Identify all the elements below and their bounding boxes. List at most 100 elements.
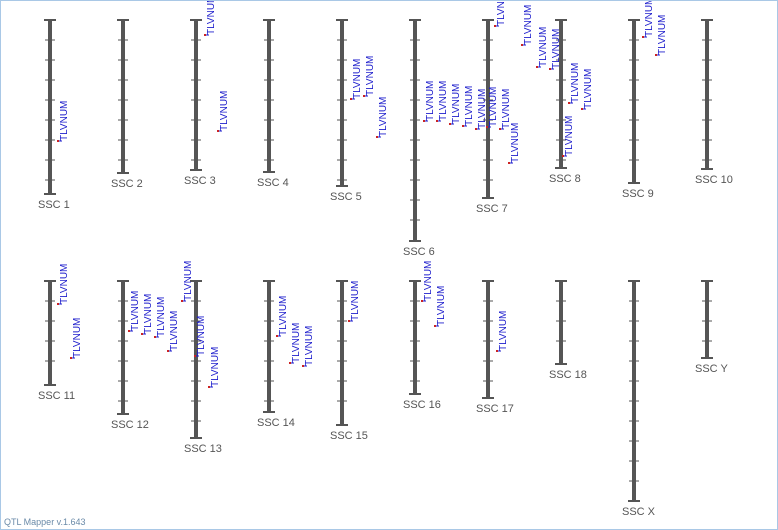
qtl-position-dot xyxy=(421,300,423,302)
chromosome-bar xyxy=(340,281,344,425)
qtl-marker[interactable]: TLVNUM xyxy=(350,59,363,100)
qtl-position-dot xyxy=(141,333,143,335)
chromosome-bar xyxy=(340,20,344,186)
chromosome-label: SSC Y xyxy=(695,363,728,375)
qtl-position-dot xyxy=(449,123,451,125)
qtl-marker[interactable]: TLVNUM xyxy=(642,1,655,38)
qtl-marker[interactable]: TLVNUM xyxy=(141,294,154,335)
qtl-marker[interactable]: TLVNUM xyxy=(581,69,594,110)
chromosome-label: SSC 16 xyxy=(403,399,441,411)
qtl-marker[interactable]: TLVNUM xyxy=(486,87,499,128)
qtl-marker[interactable]: TLVNUM xyxy=(436,81,449,122)
qtl-marker[interactable]: TLVNUM xyxy=(289,323,302,364)
qtl-label: TLVNUM xyxy=(644,1,655,37)
chromosome-label: SSC 6 xyxy=(403,246,435,258)
qtl-label: TLVNUM xyxy=(72,318,83,358)
qtl-marker[interactable]: TLVNUM xyxy=(276,296,289,337)
qtl-marker[interactable]: TLVNUM xyxy=(508,123,521,164)
qtl-position-dot xyxy=(70,357,72,359)
qtl-marker[interactable]: TLVNUM xyxy=(154,297,167,338)
chromosome-bottom-cap xyxy=(482,197,494,199)
chromosome-bottom-cap xyxy=(336,424,348,426)
qtl-marker[interactable]: TLVNUM xyxy=(194,316,207,357)
qtl-marker[interactable]: TLVNUM xyxy=(521,5,534,46)
chromosome-9: SSC 9 TLVNUM TLVNUM xyxy=(622,1,668,200)
chromosome-bottom-cap xyxy=(555,363,567,365)
qtl-position-dot xyxy=(434,325,436,327)
qtl-label: TLVNUM xyxy=(451,84,462,124)
chromosome-top-cap xyxy=(263,280,275,282)
qtl-marker[interactable]: TLVNUM xyxy=(475,89,488,130)
qtl-position-dot xyxy=(521,44,523,46)
qtl-marker[interactable]: TLVNUM xyxy=(217,91,230,132)
qtl-marker[interactable]: TLVNUM xyxy=(57,264,70,305)
chromosome-bar xyxy=(486,281,490,398)
chromosome-bottom-cap xyxy=(555,167,567,169)
chromosome-bottom-cap xyxy=(263,411,275,413)
qtl-marker[interactable]: TLVNUM xyxy=(462,86,475,127)
qtl-marker[interactable]: TLVNUM xyxy=(562,116,575,157)
qtl-marker[interactable]: TLVNUM xyxy=(494,1,507,27)
chromosome-15: SSC 15 TLVNUM xyxy=(330,280,368,442)
qtl-label: TLVNUM xyxy=(464,86,475,126)
qtl-label: TLVNUM xyxy=(570,63,581,103)
qtl-marker[interactable]: TLVNUM xyxy=(536,27,549,68)
qtl-marker[interactable]: TLVNUM xyxy=(204,1,217,36)
qtl-marker[interactable]: TLVNUM xyxy=(302,326,315,367)
chromosome-bottom-cap xyxy=(409,393,421,395)
qtl-marker[interactable]: TLVNUM xyxy=(167,311,180,352)
qtl-marker[interactable]: TLVNUM xyxy=(181,261,194,302)
qtl-marker[interactable]: TLVNUM xyxy=(568,63,581,104)
chromosome-label: SSC 8 xyxy=(549,173,581,185)
qtl-marker[interactable]: TLVNUM xyxy=(57,101,70,142)
qtl-marker[interactable]: TLVNUM xyxy=(363,56,376,97)
qtl-label: TLVNUM xyxy=(523,5,534,45)
chromosome-bottom-cap xyxy=(336,185,348,187)
qtl-marker[interactable]: TLVNUM xyxy=(434,286,447,327)
chromosome-bottom-cap xyxy=(628,500,640,502)
qtl-label: TLVNUM xyxy=(538,27,549,67)
qtl-marker[interactable]: TLVNUM xyxy=(348,281,361,322)
chromosome-bar xyxy=(121,281,125,414)
chromosome-bar xyxy=(267,281,271,412)
qtl-marker[interactable]: TLVNUM xyxy=(128,291,141,332)
qtl-position-dot xyxy=(276,335,278,337)
qtl-marker[interactable]: TLVNUM xyxy=(549,29,562,70)
qtl-marker[interactable]: TLVNUM xyxy=(449,84,462,125)
qtl-marker[interactable]: TLVNUM xyxy=(376,97,389,138)
qtl-label: TLVNUM xyxy=(477,89,488,129)
qtl-marker[interactable]: TLVNUM xyxy=(655,15,668,56)
qtl-marker[interactable]: TLVNUM xyxy=(496,311,509,352)
qtl-marker[interactable]: TLVNUM xyxy=(421,261,434,302)
qtl-position-dot xyxy=(568,102,570,104)
qtl-marker[interactable]: TLVNUM xyxy=(70,318,83,359)
chromosome-19: SSC X xyxy=(622,280,656,518)
chromosome-17: SSC 17 TLVNUM xyxy=(476,280,514,415)
qtl-position-dot xyxy=(499,128,501,130)
chromosome-bottom-cap xyxy=(117,172,129,174)
qtl-label: TLVNUM xyxy=(143,294,154,334)
qtl-position-dot xyxy=(57,303,59,305)
qtl-label: TLVNUM xyxy=(564,116,575,156)
qtl-marker[interactable]: TLVNUM xyxy=(208,347,221,388)
qtl-marker[interactable]: TLVNUM xyxy=(499,89,512,130)
qtl-label: TLVNUM xyxy=(498,311,509,351)
qtl-position-dot xyxy=(348,320,350,322)
qtl-label: TLVNUM xyxy=(583,69,594,109)
qtl-position-dot xyxy=(436,120,438,122)
qtl-marker[interactable]: TLVNUM xyxy=(423,81,436,122)
chromosome-label: SSC 4 xyxy=(257,177,289,189)
qtl-label: TLVNUM xyxy=(206,1,217,35)
qtl-label: TLVNUM xyxy=(425,81,436,121)
chromosome-bottom-cap xyxy=(628,182,640,184)
qtl-label: TLVNUM xyxy=(501,89,512,129)
qtl-position-dot xyxy=(508,162,510,164)
chromosome-top-cap xyxy=(44,280,56,282)
